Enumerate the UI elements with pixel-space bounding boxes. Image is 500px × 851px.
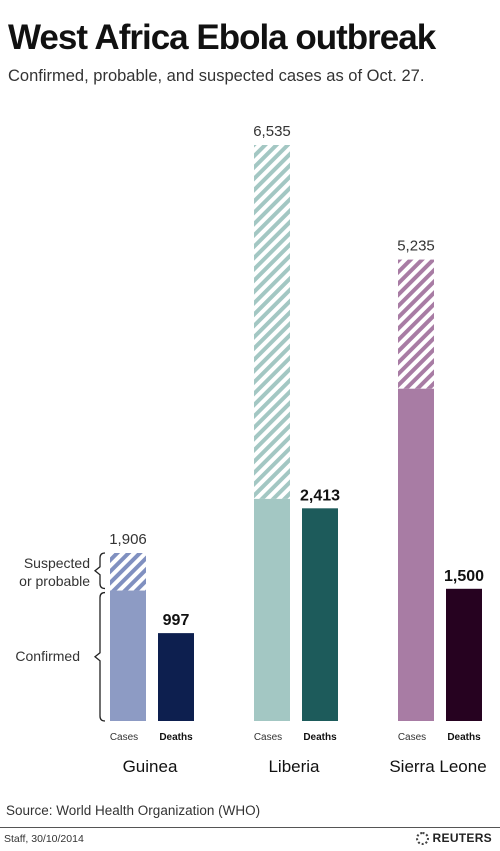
- liberia-deaths-bar: [302, 508, 338, 721]
- sierra-leone-suspected-bar: [398, 259, 434, 389]
- sierra-leone-deaths-label: 1,500: [444, 568, 484, 585]
- sierra-leone-country-label: Sierra Leone: [389, 757, 486, 776]
- sierra-leone-confirmed-bar: [398, 388, 434, 721]
- suspected-annotation: Suspected or probable: [19, 555, 90, 589]
- guinea-confirmed-bar: [110, 590, 146, 721]
- chart-title: West Africa Ebola outbreak: [8, 18, 436, 57]
- liberia-deaths-tick: Deaths: [303, 732, 337, 743]
- liberia-cases-tick: Cases: [254, 732, 282, 743]
- credit-text: Staff, 30/10/2014: [4, 833, 84, 845]
- reuters-brand: REUTERS: [415, 831, 492, 845]
- liberia-suspected-bar: [254, 145, 290, 499]
- liberia-deaths-label: 2,413: [300, 487, 340, 504]
- reuters-logo-icon: [415, 831, 429, 845]
- guinea-cases-tick: Cases: [110, 732, 138, 743]
- sierra-leone-deaths-bar: [446, 588, 482, 721]
- bar-chart: 1,906 997 Cases Deaths Guinea 6,535 2,413 Cases…: [15, 123, 486, 776]
- sierra-leone-cases-tick: Cases: [398, 732, 426, 743]
- liberia-country-label: Liberia: [268, 757, 320, 776]
- confirmed-annotation: Confirmed: [15, 648, 80, 664]
- brand-label: REUTERS: [432, 831, 492, 845]
- confirmed-bracket: [93, 591, 106, 722]
- guinea-deaths-bar: [158, 633, 194, 721]
- guinea-country-label: Guinea: [123, 757, 178, 776]
- liberia-confirmed-bar: [254, 498, 290, 721]
- footer-divider: [0, 827, 500, 828]
- sierra-leone-deaths-tick: Deaths: [447, 732, 481, 743]
- guinea-cases-total-label: 1,906: [109, 531, 147, 548]
- suspected-bracket: [93, 552, 106, 590]
- guinea-deaths-label: 997: [163, 612, 190, 629]
- source-note: Source: World Health Organization (WHO): [6, 803, 261, 818]
- liberia-cases-total-label: 6,535: [253, 123, 291, 140]
- guinea-deaths-tick: Deaths: [159, 732, 193, 743]
- chart-subtitle: Confirmed, probable, and suspected cases…: [8, 67, 425, 85]
- guinea-suspected-bar: [110, 553, 146, 591]
- sierra-leone-cases-total-label: 5,235: [397, 238, 435, 255]
